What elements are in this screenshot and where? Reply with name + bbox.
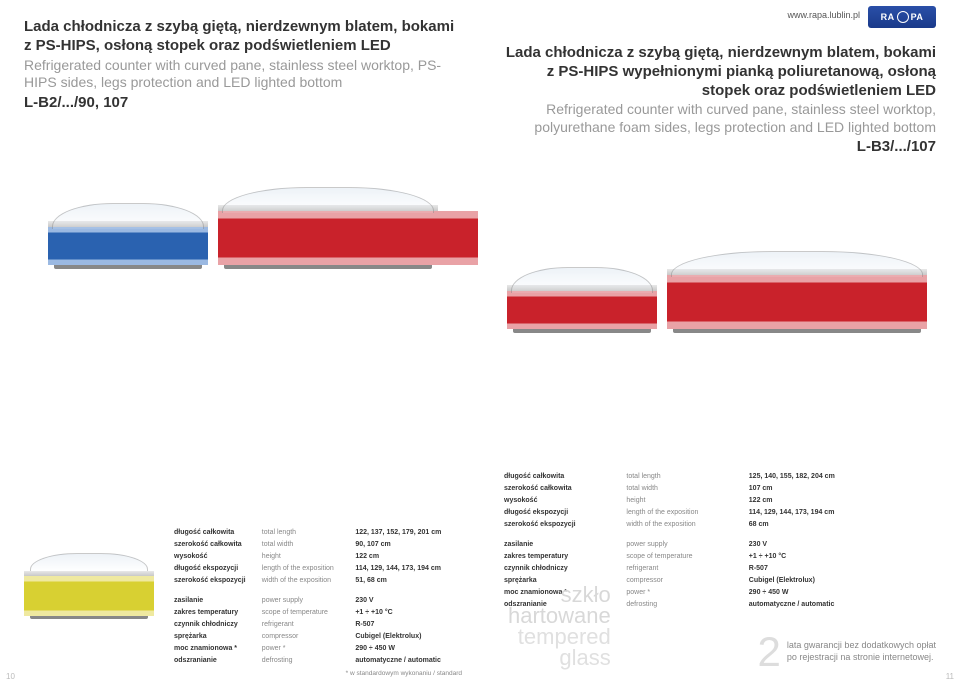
left-images [24,119,462,269]
spec-row: długość całkowitatotal length122, 137, 1… [170,527,460,537]
right-title-en: Refrigerated counter with curved pane, s… [498,101,936,136]
warranty-block: 2 lata gwarancji bez dodatkowych opłat p… [758,631,936,673]
right-images [498,163,936,333]
right-model: L-B3/.../107 [498,138,936,155]
left-mini-counter [24,545,154,623]
spec-row: zasilaniepower supply230 V [170,595,460,605]
right-title-pl: Lada chłodnicza z szybą giętą, nierdzewn… [498,44,936,100]
glass-watermark: szkło hartowane tempered glass [508,585,611,669]
left-spec-table: długość całkowitatotal length122, 137, 1… [168,525,462,667]
logo-left: RA [881,12,895,22]
left-title-pl: Lada chłodnicza z szybą giętą, nierdzewn… [24,18,462,56]
spec-row: długość ekspozycjilength of the expositi… [170,563,460,573]
spec-row: długość ekspozycjilength of the expositi… [500,507,934,517]
product-counter [667,269,927,333]
spec-row: szerokość ekspozycjiwidth of the exposit… [170,575,460,585]
warranty-number: 2 [758,631,781,673]
spec-row: sprężarkacompressorCubigel (Elektrolux) [170,631,460,641]
right-page-number: 11 [946,672,954,681]
product-counter [218,205,438,269]
spec-row: zasilaniepower supply230 V [500,539,934,549]
catalog-spread: Lada chłodnicza z szybą giętą, nierdzewn… [0,0,960,687]
left-title-en: Refrigerated counter with curved pane, s… [24,57,462,92]
spec-row: długość całkowitatotal length125, 140, 1… [500,471,934,481]
spec-row: zakres temperaturyscope of temperature+1… [500,551,934,561]
product-counter [48,221,208,269]
spec-row: czynnik chłodniczyrefrigerantR-507 [170,619,460,629]
left-model: L-B2/.../90, 107 [24,94,462,111]
brand-logo: RA PA [868,6,936,28]
spec-row: zakres temperaturyscope of temperature+1… [170,607,460,617]
spec-row: czynnik chłodniczyrefrigerantR-507 [500,563,934,573]
logo-right: PA [911,12,924,22]
left-footnote: * w standardowym wykonaniu / standard [168,670,462,677]
warranty-line2: po rejestracji na stronie internetowej. [787,652,936,664]
left-page-number: 10 [6,672,15,681]
spec-row: odszranianiedefrostingautomatyczne / aut… [170,655,460,665]
spec-row: wysokośćheight122 cm [500,495,934,505]
right-bottom: długość całkowitatotal length125, 140, 1… [498,469,936,677]
warranty-line1: lata gwarancji bez dodatkowych opłat [787,640,936,652]
spec-row: szerokość całkowitatotal width107 cm [500,483,934,493]
site-url: www.rapa.lublin.pl [787,10,860,20]
spec-row: moc znamionowa *power *290 ÷ 450 W [170,643,460,653]
right-page: www.rapa.lublin.pl RA PA Lada chłodnicza… [480,0,960,687]
gear-icon [897,11,909,23]
left-bottom: długość całkowitatotal length122, 137, 1… [24,525,462,677]
watermark-en2: glass [508,648,611,669]
spec-row: wysokośćheight122 cm [170,551,460,561]
spec-row: szerokość całkowitatotal width90, 107 cm [170,539,460,549]
product-counter [507,285,657,333]
left-page: Lada chłodnicza z szybą giętą, nierdzewn… [0,0,480,687]
spec-row: szerokość ekspozycjiwidth of the exposit… [500,519,934,529]
warranty-text: lata gwarancji bez dodatkowych opłat po … [787,640,936,663]
